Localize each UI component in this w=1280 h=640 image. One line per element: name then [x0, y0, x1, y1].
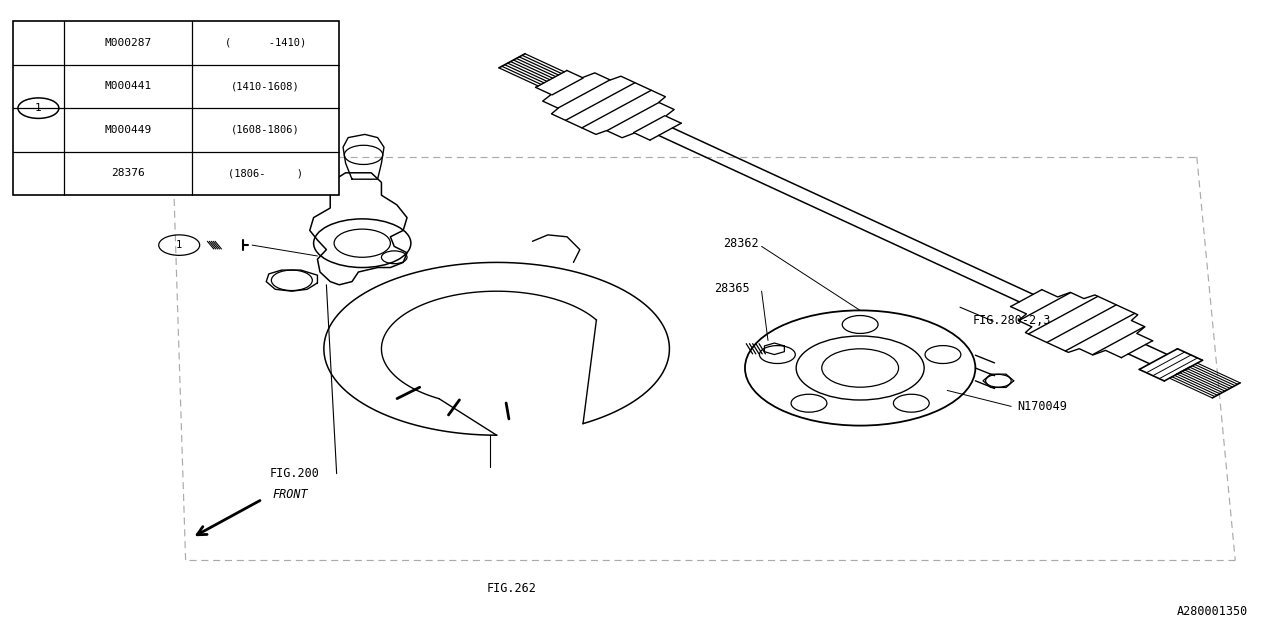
Text: M000441: M000441: [105, 81, 151, 92]
Text: 28376: 28376: [111, 168, 145, 179]
Circle shape: [842, 316, 878, 333]
Text: M000287: M000287: [105, 38, 151, 48]
Text: (1608-1806): (1608-1806): [232, 125, 300, 135]
Circle shape: [791, 394, 827, 412]
Circle shape: [893, 394, 929, 412]
Text: FIG.262: FIG.262: [488, 582, 536, 595]
Text: M000449: M000449: [105, 125, 151, 135]
Text: FRONT: FRONT: [273, 488, 308, 501]
Text: (1410-1608): (1410-1608): [232, 81, 300, 92]
Text: 1: 1: [177, 240, 182, 250]
Text: FIG.200: FIG.200: [270, 467, 319, 480]
Text: N170049: N170049: [1018, 400, 1068, 413]
Circle shape: [759, 346, 795, 364]
Text: FIG.280-2,3: FIG.280-2,3: [973, 314, 1051, 326]
Text: (      -1410): ( -1410): [225, 38, 306, 48]
Circle shape: [925, 346, 961, 364]
Text: 1: 1: [35, 103, 42, 113]
Text: A280001350: A280001350: [1176, 605, 1248, 618]
Text: (1806-     ): (1806- ): [228, 168, 303, 179]
Text: 28362: 28362: [723, 237, 759, 250]
Text: 28365: 28365: [714, 282, 750, 294]
Bar: [13, 21, 339, 195]
Circle shape: [745, 310, 975, 426]
